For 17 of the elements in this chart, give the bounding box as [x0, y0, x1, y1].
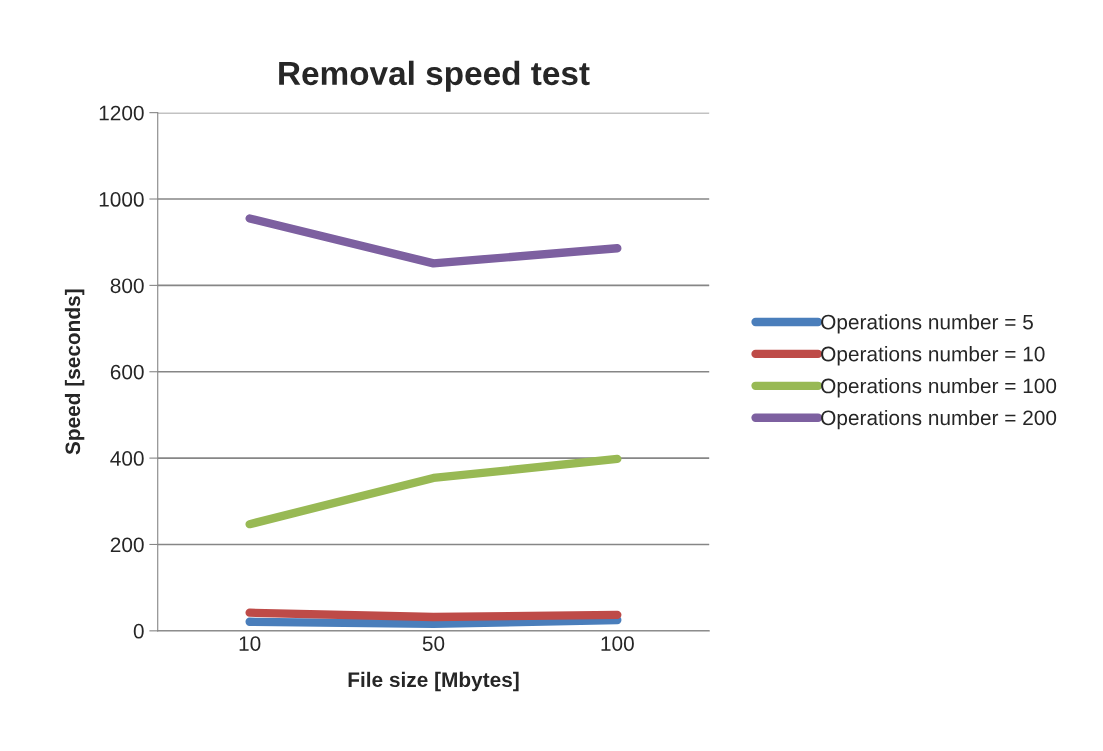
x-tick-label: 50	[422, 636, 445, 651]
legend-label: Operations number = 200	[821, 409, 1057, 430]
legend-label: Operations number = 5	[821, 314, 1033, 334]
legend-label: Operations number = 10	[821, 346, 1045, 366]
y-tick-label: 600	[110, 364, 144, 380]
y-tick-label: 400	[110, 451, 144, 466]
y-tick-label: 0	[133, 623, 144, 639]
chart-title: Removal speed test	[279, 60, 590, 92]
x-axis-title: File size [Mbytes]	[348, 671, 519, 692]
y-tick-label: 800	[110, 278, 144, 294]
x-tick-label: 10	[239, 636, 261, 651]
y-tick-label: 1000	[99, 192, 144, 207]
legend-label: Operations number = 100	[821, 378, 1057, 398]
y-tick-label: 1200	[99, 105, 144, 121]
y-tick-label: 200	[110, 537, 144, 553]
y-axis-title: Speed [seconds]	[64, 289, 85, 455]
x-tick-label: 100	[601, 636, 634, 651]
